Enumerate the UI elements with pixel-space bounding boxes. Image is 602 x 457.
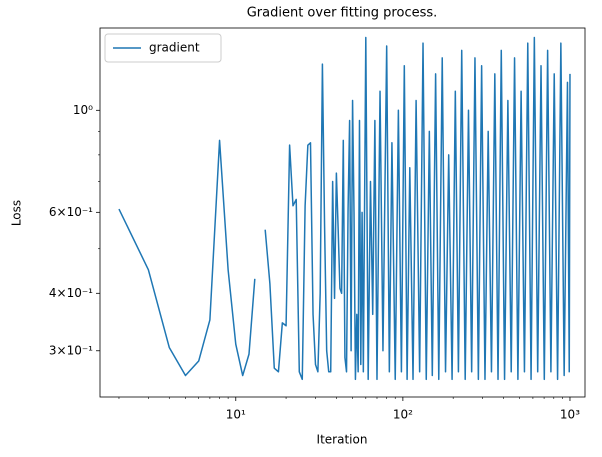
chart-title: Gradient over fitting process. [247,6,438,21]
y-axis-label: Loss [10,200,24,226]
x-axis-label: Iteration [317,433,368,447]
y-tick-label: 10⁰ [73,103,93,117]
legend-label: gradient [149,41,200,55]
plot-frame [99,27,586,398]
y-tick-label: 6×10⁻¹ [49,205,93,219]
legend-box [104,33,222,63]
x-tick-label: 10³ [560,408,580,422]
line [118,36,571,381]
x-tick-label: 10² [393,408,413,422]
y-tick-label: 4×10⁻¹ [49,286,93,300]
y-tick-label: 3×10⁻¹ [49,343,93,357]
x-tick-label: 10¹ [226,408,246,422]
